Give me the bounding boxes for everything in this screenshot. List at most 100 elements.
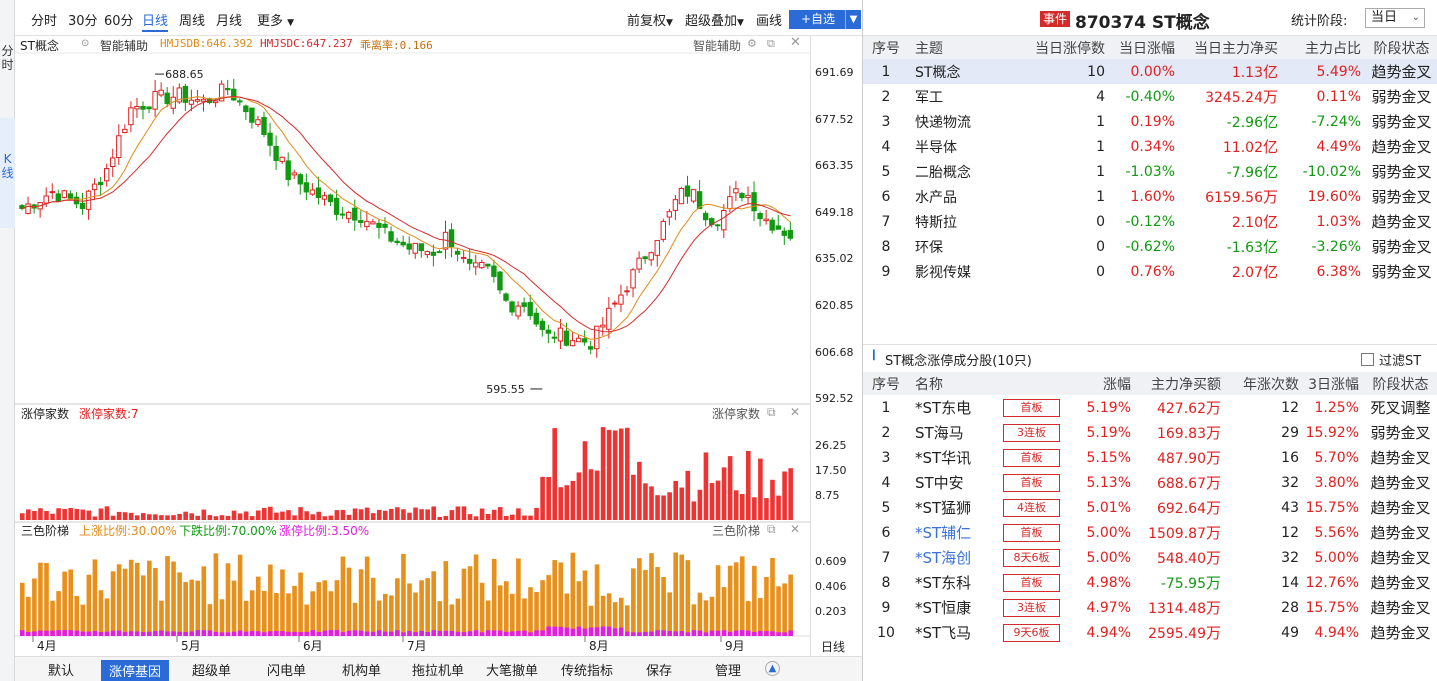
sidebar-tab-timeshare[interactable]: 分时: [1, 44, 14, 72]
tab-save[interactable]: 保存: [646, 664, 673, 679]
theme-name[interactable]: 特斯拉: [915, 214, 957, 231]
assist-label[interactable]: 智能辅助: [100, 39, 149, 53]
stock-name[interactable]: ST海马: [915, 424, 964, 442]
stock-name[interactable]: ST中安: [915, 474, 964, 492]
expand-up-icon[interactable]: ▲: [765, 661, 780, 676]
column-header[interactable]: 主力占比: [1305, 40, 1361, 57]
theme-name[interactable]: 快递物流: [915, 114, 971, 131]
column-header[interactable]: 名称: [915, 376, 943, 393]
restore-icon[interactable]: ⧉: [767, 37, 775, 50]
limit-count-bar: [739, 494, 745, 520]
period-60min[interactable]: 60分: [104, 14, 134, 29]
period-monthly[interactable]: 月线: [216, 14, 243, 29]
theme-row[interactable]: 9 影视传媒 0 0.76% 2.07亿 6.38% 弱势金叉: [863, 259, 1437, 284]
kline-chart[interactable]: 688.65 595.55 4月 5月 6月 7月 8月 9月: [15, 36, 810, 656]
period-timeshare[interactable]: 分时: [31, 14, 58, 29]
tab-flash-order[interactable]: 闪电单: [267, 664, 307, 679]
stock-name[interactable]: *ST恒康: [915, 599, 972, 617]
theme-name[interactable]: 环保: [915, 239, 943, 256]
stock-name[interactable]: *ST猛狮: [915, 499, 972, 517]
stock-row[interactable]: 6 *ST辅仁 首板 5.00% 1509.87万 12 5.56% 趋势金叉: [863, 520, 1437, 545]
theme-row[interactable]: 7 特斯拉 0 -0.12% 2.10亿 1.03% 趋势金叉: [863, 209, 1437, 234]
theme-name[interactable]: 水产品: [915, 189, 957, 206]
tab-limit-gene[interactable]: 涨停基因: [101, 660, 170, 681]
theme-row[interactable]: 2 军工 4 -0.40% 3245.24万 0.11% 弱势金叉: [863, 84, 1437, 109]
limit-count-bar: [304, 511, 309, 520]
stock-row[interactable]: 8 *ST东科 首板 4.98% -75.95万 14 12.76% 趋势金叉: [863, 570, 1437, 595]
stock-row[interactable]: 3 *ST华讯 首板 5.15% 487.90万 16 5.70% 趋势金叉: [863, 445, 1437, 470]
tab-institution-order[interactable]: 机构单: [342, 664, 382, 679]
stock-row[interactable]: 1 *ST东电 首板 5.19% 427.62万 12 1.25% 死叉调整: [863, 395, 1437, 420]
column-header[interactable]: 年涨次数: [1243, 376, 1299, 393]
close-icon[interactable]: ✕: [790, 405, 801, 419]
period-daily[interactable]: 日线: [142, 10, 169, 32]
close-icon[interactable]: ✕: [790, 35, 801, 50]
column-header[interactable]: 当日涨停数: [1035, 40, 1105, 57]
event-badge[interactable]: 事件: [1040, 11, 1071, 27]
ladder-bar: [667, 592, 672, 636]
tab-super-order[interactable]: 超级单: [192, 664, 232, 679]
column-header[interactable]: 涨幅: [1103, 376, 1131, 393]
stock-name[interactable]: *ST东电: [915, 399, 972, 417]
tab-big-cancel[interactable]: 大笔撤单: [486, 664, 539, 679]
draw-line-button[interactable]: 画线: [756, 14, 783, 29]
limit-count-bar: [727, 456, 733, 520]
column-header[interactable]: 当日主力净买: [1194, 40, 1278, 57]
overlay-dropdown[interactable]: 超级叠加▼: [685, 10, 744, 29]
theme-row[interactable]: 4 半导体 1 0.34% 11.02亿 4.49% 趋势金叉: [863, 134, 1437, 159]
theme-row[interactable]: 6 水产品 1 1.60% 6159.56万 19.60% 弱势金叉: [863, 184, 1437, 209]
period-30min[interactable]: 30分: [68, 14, 98, 29]
stock-row[interactable]: 9 *ST恒康 3连板 4.97% 1314.48万 28 15.75% 趋势金叉: [863, 595, 1437, 620]
column-header[interactable]: 当日涨幅: [1119, 40, 1175, 57]
theme-row[interactable]: 5 二胎概念 1 -1.03% -7.96亿 -10.02% 弱势金叉: [863, 159, 1437, 184]
theme-row[interactable]: 8 环保 0 -0.62% -1.63亿 -3.26% 弱势金叉: [863, 234, 1437, 259]
filter-st-checkbox[interactable]: [1361, 353, 1374, 366]
limit-count-bar: [86, 510, 92, 520]
period-weekly[interactable]: 周线: [179, 14, 206, 29]
column-header[interactable]: 主题: [915, 40, 943, 57]
ladder-limit-bar: [358, 630, 364, 636]
stock-row[interactable]: 5 *ST猛狮 4连板 5.01% 692.64万 43 15.75% 趋势金叉: [863, 495, 1437, 520]
sidebar-tab-kline[interactable]: K线: [0, 118, 15, 228]
theme-row[interactable]: 1 ST概念 10 0.00% 1.13亿 5.49% 趋势金叉: [863, 59, 1437, 84]
theme-name[interactable]: 影视传媒: [915, 264, 971, 281]
assist-toggle-icon[interactable]: ⊙: [81, 38, 90, 49]
filter-st-label[interactable]: 过滤ST: [1379, 354, 1422, 369]
column-header[interactable]: 阶段状态: [1373, 40, 1430, 57]
column-header[interactable]: 主力净买额: [1151, 376, 1221, 393]
column-header[interactable]: [994, 372, 1069, 395]
theme-name[interactable]: 二胎概念: [915, 164, 971, 181]
adjust-dropdown[interactable]: 前复权▼: [627, 10, 673, 29]
dropdown-arrow-icon[interactable]: ▼: [845, 10, 861, 29]
column-header[interactable]: 阶段状态: [1372, 376, 1429, 393]
close-icon[interactable]: ✕: [790, 522, 801, 536]
tab-tractor-order[interactable]: 拖拉机单: [412, 664, 465, 679]
restore-icon[interactable]: ⧉: [767, 405, 776, 419]
theme-name[interactable]: 半导体: [915, 139, 957, 156]
tab-traditional-indicators[interactable]: 传统指标: [561, 664, 614, 679]
tab-default[interactable]: 默认: [48, 664, 75, 679]
theme-name[interactable]: ST概念: [915, 64, 961, 81]
stock-row[interactable]: 2 ST海马 3连板 5.19% 169.83万 29 15.92% 弱势金叉: [863, 420, 1437, 445]
row-number: 6: [881, 524, 891, 541]
stock-name[interactable]: *ST飞马: [915, 624, 972, 642]
stock-row[interactable]: 4 ST中安 首板 5.13% 688.67万 32 3.80% 趋势金叉: [863, 470, 1437, 495]
theme-row[interactable]: 3 快递物流 1 0.19% -2.96亿 -7.24% 弱势金叉: [863, 109, 1437, 134]
stock-row[interactable]: 10 *ST飞马 9天6板 4.94% 2595.49万 49 4.94% 趋势金叉: [863, 620, 1437, 645]
stock-name[interactable]: *ST东科: [915, 574, 972, 592]
restore-icon[interactable]: ⧉: [767, 522, 776, 536]
column-header[interactable]: 序号: [872, 40, 900, 57]
more-menu[interactable]: 更多 ▼: [257, 10, 294, 29]
stock-name[interactable]: *ST海创: [915, 549, 972, 567]
stat-period-select[interactable]: 当日 ⌄: [1365, 8, 1425, 28]
column-header[interactable]: 序号: [872, 376, 900, 393]
ladder-limit-bar: [564, 627, 570, 636]
theme-name[interactable]: 军工: [915, 89, 943, 106]
tab-manage[interactable]: 管理: [715, 664, 742, 679]
stock-name[interactable]: *ST华讯: [915, 449, 972, 467]
gear-icon[interactable]: ⚙: [747, 37, 757, 50]
stock-row[interactable]: 7 *ST海创 8天6板 5.00% 548.40万 32 5.00% 趋势金叉: [863, 545, 1437, 570]
stock-name[interactable]: *ST辅仁: [915, 524, 972, 542]
column-header[interactable]: 3日涨幅: [1308, 376, 1359, 393]
add-watchlist-button[interactable]: +自选 ▼: [789, 10, 861, 29]
